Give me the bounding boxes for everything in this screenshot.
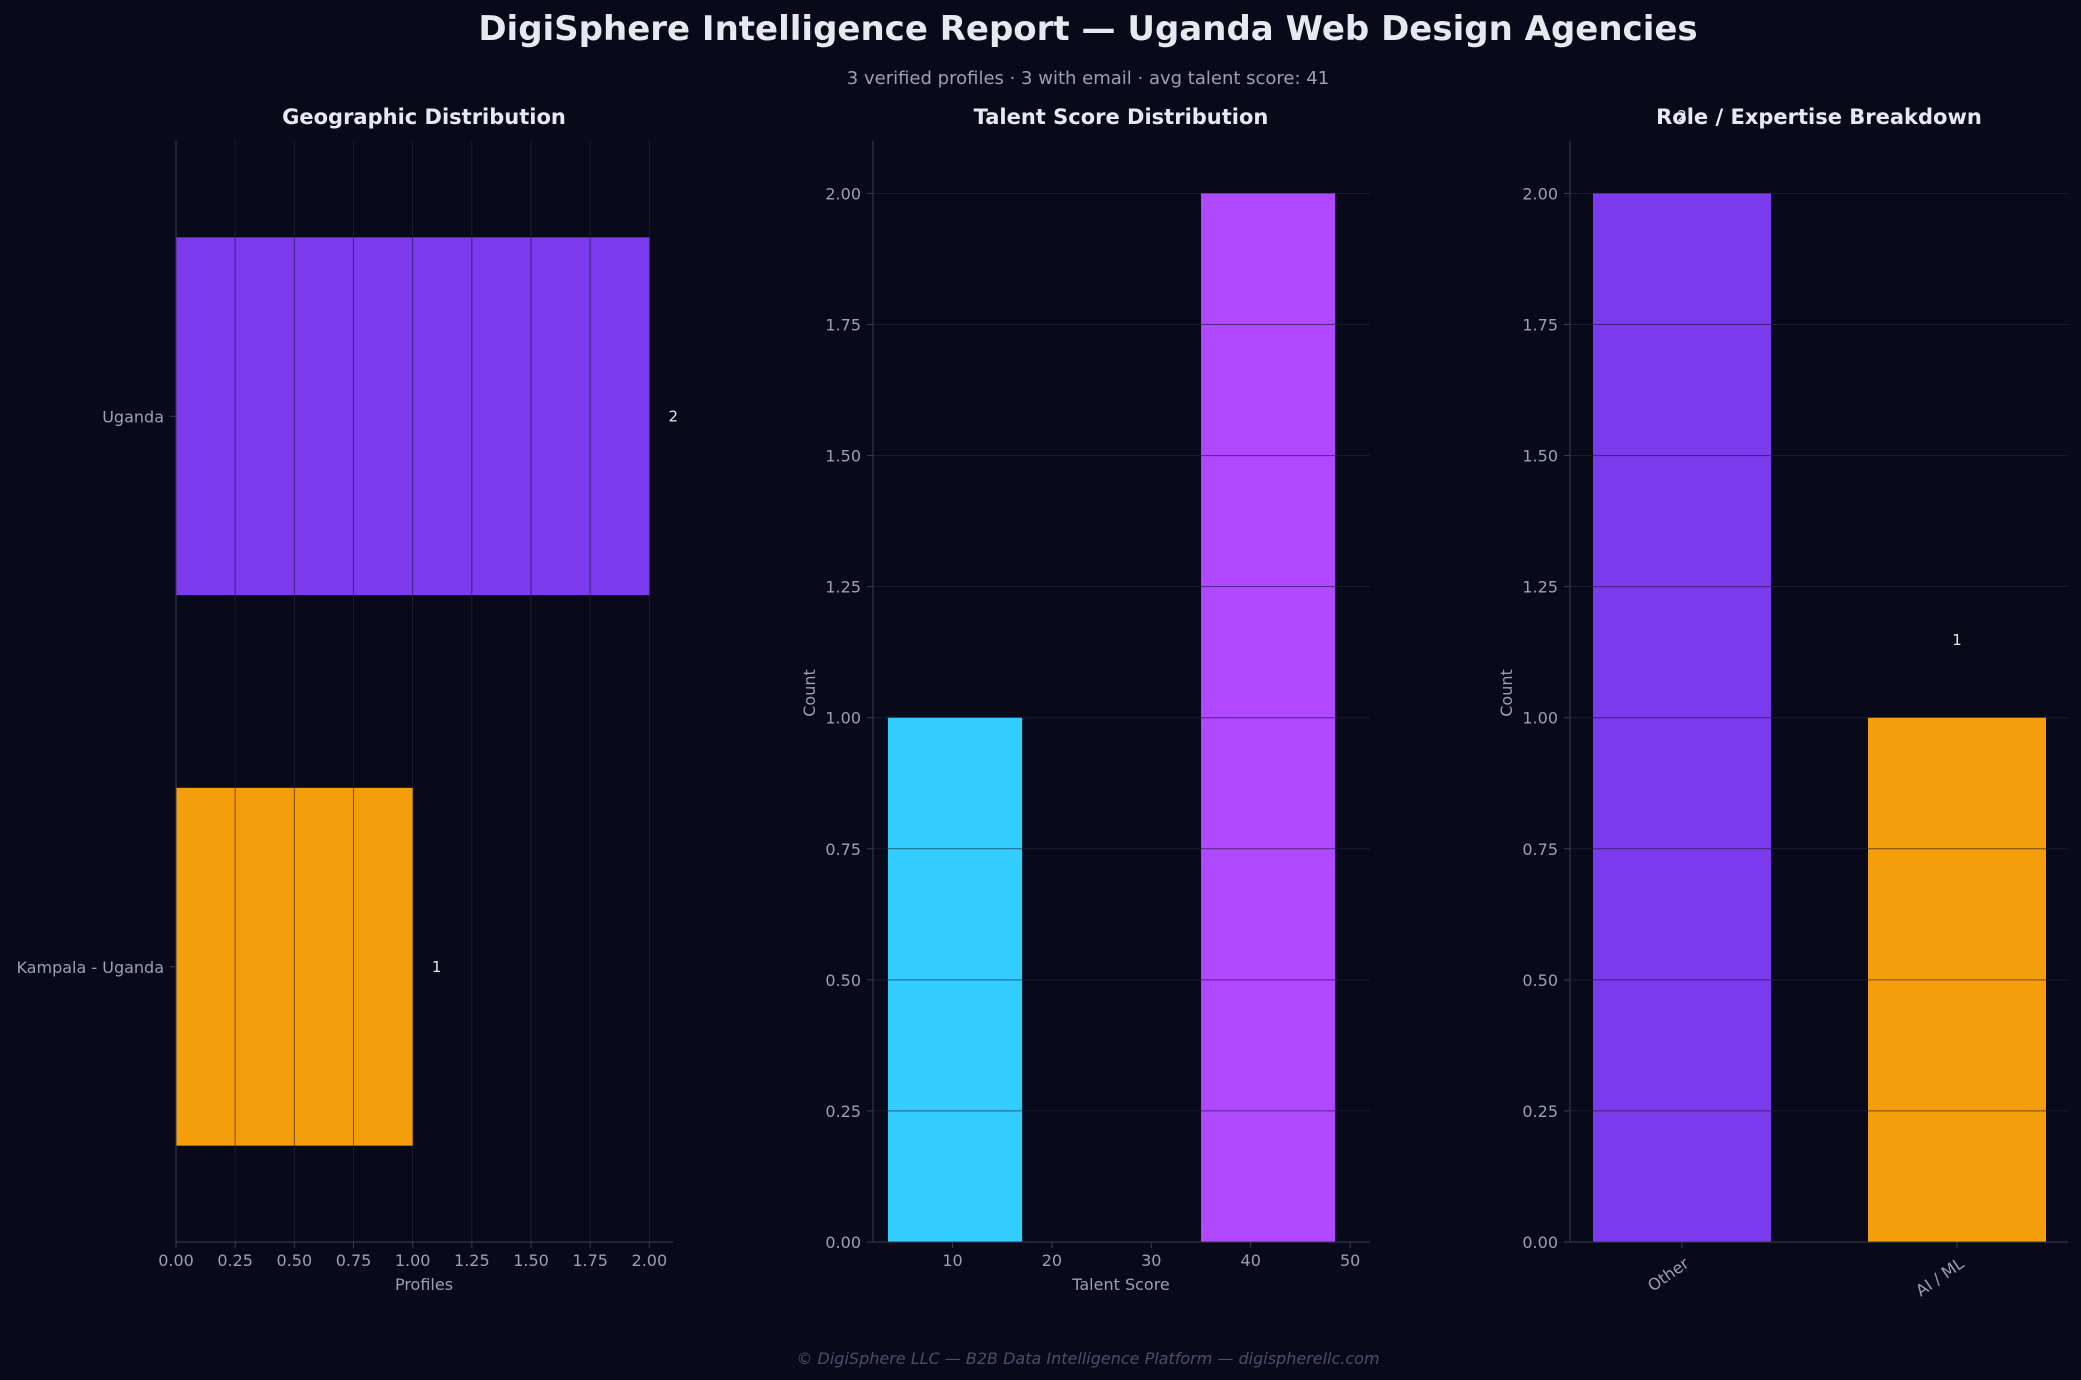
talent-y-tick-label: 1.75 [825, 316, 861, 335]
geo-x-tick-label: 0.75 [336, 1251, 372, 1270]
talent-bars [887, 193, 1336, 1242]
role-y-tick-label: 0.00 [1522, 1233, 1558, 1252]
report-title: DigiSphere Intelligence Report — Uganda … [478, 9, 1697, 49]
role-bars: 21 [1593, 107, 2046, 1242]
report-subtitle: 3 verified profiles · 3 with email · avg… [847, 68, 1329, 89]
talent-y-tick-label: 0.00 [825, 1233, 861, 1252]
geo-axes: Uganda Kampala - Uganda 0.00 0.25 0.50 0.75 1.… [16, 141, 673, 1270]
talent-chart-title: Talent Score Distribution [974, 105, 1269, 129]
role-y-tick-label: 1.75 [1522, 316, 1558, 335]
talent-x-tick-label: 50 [1340, 1251, 1360, 1270]
role-y-tick-label: 1.25 [1522, 578, 1558, 597]
talent-x-tick-label: 30 [1141, 1251, 1161, 1270]
role-chart-title: Role / Expertise Breakdown [1656, 105, 1982, 129]
role-y-tick-label: 0.25 [1522, 1102, 1558, 1121]
role-bar-value-label: 2 [1677, 107, 1687, 125]
geo-x-tick-label: 1.50 [513, 1251, 549, 1270]
geo-bar-value-label: 1 [432, 958, 442, 976]
role-y-axis-label: Count [1497, 669, 1516, 717]
geo-x-tick-label: 2.00 [632, 1251, 668, 1270]
role-y-tick-label: 1.50 [1522, 447, 1558, 466]
geo-x-tick-label: 1.75 [572, 1251, 608, 1270]
talent-y-axis-label: Count [800, 669, 819, 717]
role-y-tick-label: 2.00 [1522, 184, 1558, 203]
talent-x-tick-label: 40 [1241, 1251, 1261, 1270]
talent-y-tick-label: 1.50 [825, 447, 861, 466]
talent-y-tick-label: 0.50 [825, 971, 861, 990]
talent-y-tick-label: 1.25 [825, 578, 861, 597]
role-y-tick-label: 0.50 [1522, 971, 1558, 990]
talent-x-tick-label: 20 [1042, 1251, 1062, 1270]
geo-x-tick-label: 0.25 [217, 1251, 253, 1270]
geo-y-tick-label: Kampala - Uganda [16, 958, 164, 977]
geo-x-tick-label: 0.50 [277, 1251, 313, 1270]
talent-x-axis-label: Talent Score [1071, 1275, 1170, 1294]
geographic-distribution-chart: Geographic Distribution 21 UgandaKampala… [16, 105, 678, 1294]
geo-x-tick-label: 1.00 [395, 1251, 431, 1270]
role-bar-value-label: 1 [1952, 631, 1962, 649]
geo-x-tick-label: 1.25 [454, 1251, 490, 1270]
talent-y-tick-label: 0.25 [825, 1102, 861, 1121]
footer-copyright: © DigiSphere LLC — B2B Data Intelligence… [796, 1349, 1379, 1368]
talent-score-chart: Talent Score Distribution 0.000.250.500.… [800, 105, 1370, 1294]
role-y-tick-label: 1.00 [1522, 709, 1558, 728]
talent-y-tick-label: 2.00 [825, 184, 861, 203]
geo-x-axis-label: Profiles [395, 1275, 453, 1294]
talent-x-tick-label: 10 [942, 1251, 962, 1270]
role-breakdown-chart: Role / Expertise Breakdown 21 Other AI / … [1497, 105, 2068, 1300]
talent-axes: 0.00 0.25 0.50 0.75 1.00 1.25 1.50 1.75 2.00 10 20… [825, 141, 1370, 1270]
talent-y-tick-label: 1.00 [825, 709, 861, 728]
geo-y-tick-label: Uganda [102, 407, 164, 426]
geo-bar-value-label: 2 [669, 407, 679, 425]
geo-bars: 21 [176, 237, 679, 1146]
geo-x-tick-label: 0.00 [158, 1251, 194, 1270]
geo-chart-title: Geographic Distribution [282, 105, 566, 129]
role-y-tick-label: 0.75 [1522, 840, 1558, 859]
talent-y-tick-label: 0.75 [825, 840, 861, 859]
